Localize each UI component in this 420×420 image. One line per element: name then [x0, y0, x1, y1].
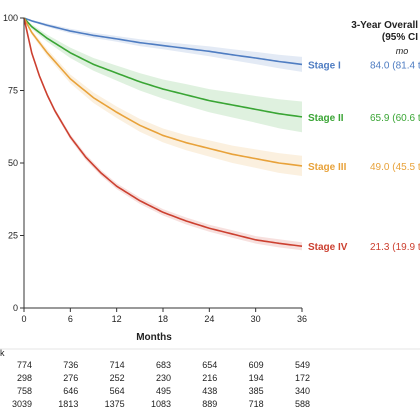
- risk-cell-r3-c4: 889: [202, 399, 217, 409]
- series-value-stage-iv: 21.3 (19.9 to: [370, 242, 420, 253]
- series-label-stage-iii: Stage III: [308, 162, 347, 173]
- y-tick-label-75: 75: [8, 86, 18, 96]
- risk-cell-r1-c6: 172: [295, 373, 310, 383]
- curve-stage-ii: [23, 17, 303, 118]
- risk-cell-r1-c1: 276: [63, 373, 78, 383]
- series-value-stage-iii: 49.0 (45.5 to: [370, 162, 420, 173]
- risk-cell-r2-c6: 340: [295, 386, 310, 396]
- curve-stage-iii: [23, 17, 303, 167]
- risk-cell-r3-c0: 3039: [12, 399, 32, 409]
- curve-stage-iv: [23, 17, 303, 248]
- x-tick-label-30: 30: [251, 314, 261, 324]
- risk-cell-r0-c2: 714: [110, 360, 125, 370]
- annotation-header: 3-Year Overall: [351, 20, 418, 31]
- risk-cell-r1-c2: 252: [110, 373, 125, 383]
- risk-cell-r3-c6: 588: [295, 399, 310, 409]
- ci-band-stage-iii: [24, 18, 302, 176]
- series-value-stage-ii: 65.9 (60.6 to: [370, 113, 420, 124]
- x-tick-label-0: 0: [21, 314, 26, 324]
- annotation-header-ci: (95% CI: [382, 32, 418, 43]
- risk-cell-r0-c5: 609: [249, 360, 264, 370]
- risk-cell-r3-c5: 718: [249, 399, 264, 409]
- series-label-stage-i: Stage I: [308, 60, 341, 71]
- axis-ticks: 0 25 50 75 100 0 6 12 18 24 30 36: [3, 13, 307, 324]
- risk-table-label: k: [0, 348, 5, 358]
- risk-cell-r0-c1: 736: [63, 360, 78, 370]
- risk-cell-r0-c4: 654: [202, 360, 217, 370]
- x-tick-label-6: 6: [68, 314, 73, 324]
- risk-cell-r1-c5: 194: [249, 373, 264, 383]
- x-tick-label-24: 24: [204, 314, 214, 324]
- y-tick-label-0: 0: [13, 303, 18, 313]
- series-labels: Stage I 84.0 (81.4 to Stage II 65.9 (60.6 t…: [308, 60, 420, 253]
- risk-cell-r2-c0: 758: [17, 386, 32, 396]
- x-tick-label-36: 36: [297, 314, 307, 324]
- x-tick-label-18: 18: [158, 314, 168, 324]
- risk-cell-r2-c5: 385: [249, 386, 264, 396]
- y-tick-label-50: 50: [8, 158, 18, 168]
- survival-curves: [23, 17, 303, 248]
- risk-cell-r0-c6: 549: [295, 360, 310, 370]
- risk-cell-r2-c4: 438: [202, 386, 217, 396]
- risk-cell-r3-c3: 1083: [151, 399, 171, 409]
- series-value-stage-i: 84.0 (81.4 to: [370, 60, 420, 71]
- risk-cell-r2-c1: 646: [63, 386, 78, 396]
- risk-cell-r1-c0: 298: [17, 373, 32, 383]
- risk-cell-r3-c1: 1813: [58, 399, 78, 409]
- risk-cell-r3-c2: 1375: [105, 399, 125, 409]
- risk-cell-r2-c3: 495: [156, 386, 171, 396]
- ci-band-stage-ii: [24, 18, 302, 133]
- y-tick-label-25: 25: [8, 231, 18, 241]
- x-axis-label: Months: [136, 332, 172, 343]
- risk-cell-r2-c2: 564: [110, 386, 125, 396]
- risk-cell-r1-c4: 216: [202, 373, 217, 383]
- risk-cell-r0-c3: 683: [156, 360, 171, 370]
- series-label-stage-ii: Stage II: [308, 113, 344, 124]
- risk-table: 774 736 714 683 654 609 549 298 276 252 230 216 194 1…: [12, 360, 310, 409]
- annotation-unit: mo: [396, 46, 409, 56]
- risk-cell-r0-c0: 774: [17, 360, 32, 370]
- risk-cell-r1-c3: 230: [156, 373, 171, 383]
- series-label-stage-iv: Stage IV: [308, 242, 348, 253]
- y-tick-label-100: 100: [3, 13, 18, 23]
- curve-stage-i: [23, 17, 303, 66]
- x-tick-label-12: 12: [112, 314, 122, 324]
